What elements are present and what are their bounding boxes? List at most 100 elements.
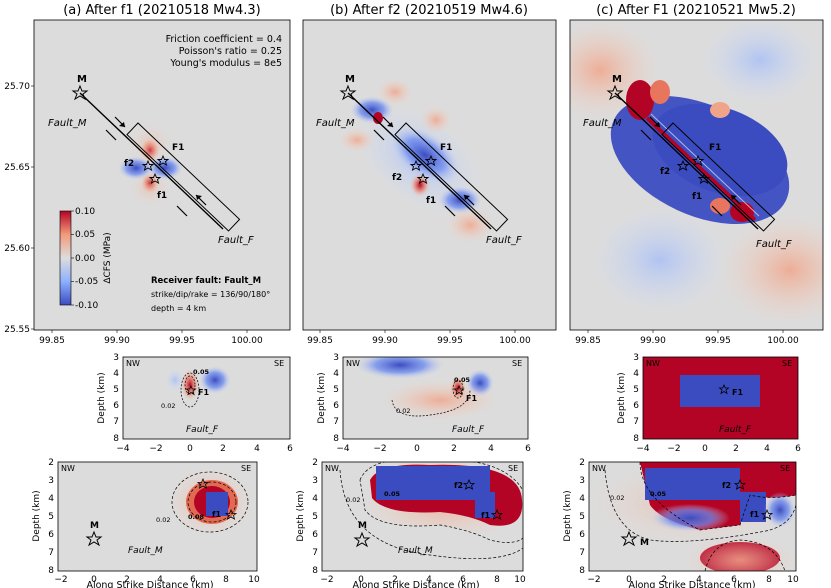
bot-c-star-M bbox=[620, 530, 638, 547]
bot-c-xlabel: Along Strike Distance (km) bbox=[628, 580, 755, 588]
label-fault-m-c: Fault_M bbox=[583, 118, 622, 129]
bot-b-M: M bbox=[358, 521, 367, 531]
panel-b-title: (b) After f2 (20210519 Mw4.6) bbox=[330, 3, 528, 18]
bot-c-y-axis: 2 3 4 5 6 7 8 bbox=[579, 458, 585, 576]
mid-b-ylabel: Depth (km) bbox=[317, 372, 327, 423]
label-f1-a: f1 bbox=[157, 191, 167, 201]
label-f2-c: f2 bbox=[660, 167, 670, 177]
param-young: Young's modulus = 8e5 bbox=[169, 58, 282, 69]
cbar-label: ΔCFS (MPa) bbox=[103, 232, 113, 283]
mid-a-se: SE bbox=[274, 359, 284, 368]
cbar-tick-2: 0.00 bbox=[75, 254, 95, 264]
mid-c-xtick: −4 bbox=[636, 444, 650, 454]
star-f1-a bbox=[148, 172, 162, 184]
mid-a-ytick: 5 bbox=[113, 385, 119, 395]
mid-b-xtick: −2 bbox=[373, 444, 386, 454]
label-fault-f-b: Fault_F bbox=[486, 235, 522, 246]
label-M-b: M bbox=[345, 74, 355, 85]
bot-b-ytick: 7 bbox=[312, 548, 318, 558]
bot-c-ytick: 2 bbox=[579, 458, 585, 468]
mid-b-star bbox=[453, 384, 465, 396]
mid-c-xtick: 0 bbox=[702, 444, 708, 454]
mid-c-ytick: 6 bbox=[633, 401, 639, 411]
bot-b-y-axis: 2 3 4 5 6 7 8 bbox=[312, 458, 318, 576]
mid-c-ytick: 7 bbox=[633, 417, 639, 427]
map-ytick-3: 25.55 bbox=[4, 325, 30, 335]
colorbar: 0.10 0.05 0.00 -0.05 -0.10 ΔCFS (MPa) bbox=[59, 207, 113, 311]
bot-a-ytick: 7 bbox=[48, 548, 54, 558]
bot-b-star-M bbox=[353, 531, 371, 548]
bot-a-xtick: 8 bbox=[223, 575, 229, 585]
receiver-sdr: strike/dip/rake = 136/90/180° bbox=[151, 290, 270, 299]
bot-a-y-axis: 2 3 4 5 6 7 8 bbox=[48, 458, 54, 576]
bot-b-f2: f2 bbox=[454, 481, 463, 490]
star-M-b bbox=[339, 84, 357, 101]
map-a-xtick-0: 99.85 bbox=[39, 336, 65, 346]
mid-b-fault: Fault_F bbox=[452, 425, 485, 435]
mid-a-star-label: F1 bbox=[198, 388, 209, 397]
mid-b-xtick: 6 bbox=[525, 444, 531, 454]
map-b-xtick-1: 99.90 bbox=[372, 336, 398, 346]
bot-b-ylabel: Depth (km) bbox=[296, 490, 306, 541]
label-fault-f-c: Fault_F bbox=[756, 239, 792, 250]
bot-b-fault: Fault_M bbox=[398, 546, 433, 556]
bot-b-ytick: 3 bbox=[312, 476, 318, 486]
mid-a-xtick: −4 bbox=[116, 444, 130, 454]
label-fault-f-a: Fault_F bbox=[218, 235, 254, 246]
label-fault-m-a: Fault_M bbox=[48, 118, 87, 129]
bot-a-x-axis: −2 0 2 4 6 8 10 bbox=[54, 575, 260, 585]
map-panel-a: M F1 f2 f1 Fault_M Fault_F Friction coef… bbox=[4, 19, 291, 346]
bot-a-M: M bbox=[90, 521, 99, 531]
bot-a-c08: 0.08 bbox=[188, 513, 205, 521]
mid-a-xtick: 2 bbox=[220, 444, 226, 454]
bot-b-ytick: 8 bbox=[312, 566, 318, 576]
bot-a-c02: 0.02 bbox=[156, 516, 170, 524]
bot-a-xtick: 6 bbox=[190, 575, 196, 585]
bot-b-ytick: 4 bbox=[312, 494, 318, 504]
bot-c-xtick: 6 bbox=[731, 575, 737, 585]
mid-c-star bbox=[718, 383, 730, 395]
mid-c-y-axis: 3 4 5 6 7 8 bbox=[633, 353, 639, 444]
mid-c-ytick: 3 bbox=[633, 353, 639, 363]
mid-a-ytick: 8 bbox=[113, 434, 119, 444]
bot-c-ytick: 4 bbox=[579, 494, 585, 504]
star-f2-b bbox=[409, 159, 423, 171]
receiver-title: Receiver fault: Fault_M bbox=[151, 276, 261, 286]
bot-a-ytick: 4 bbox=[48, 494, 54, 504]
mid-c-ylabel: Depth (km) bbox=[617, 372, 627, 423]
bot-b-f1: f1 bbox=[481, 511, 490, 520]
mid-b-ytick: 8 bbox=[333, 434, 339, 444]
mid-a-ytick: 4 bbox=[113, 369, 119, 379]
mid-b-ytick: 5 bbox=[333, 385, 339, 395]
star-F1-c bbox=[691, 154, 705, 166]
bot-c-ytick: 3 bbox=[579, 476, 585, 486]
mid-a-ytick: 6 bbox=[113, 401, 119, 411]
label-f1-b: f1 bbox=[426, 196, 436, 206]
bot-c-xtick: 8 bbox=[766, 575, 772, 585]
map-panel-c: M F1 f2 f1 Fault_M Fault_F 99.85 99.90 9… bbox=[569, 19, 824, 346]
label-M-a: M bbox=[77, 74, 87, 85]
bot-c-xtick: 0 bbox=[626, 575, 632, 585]
section-f-panel-a: F1 0.05 0.02 NW SE Fault_F 3 4 5 6 7 8 D… bbox=[97, 353, 293, 454]
bot-b-xtick: 4 bbox=[426, 575, 432, 585]
mid-a-x-axis: −4 −2 0 2 4 6 bbox=[116, 444, 293, 454]
param-poisson: Poisson's ratio = 0.25 bbox=[179, 46, 282, 57]
cbar-tick-0: 0.10 bbox=[75, 207, 95, 217]
mid-a-fault: Fault_F bbox=[186, 425, 219, 435]
bot-c-ytick: 5 bbox=[579, 512, 585, 522]
bot-c-x-axis: −2 0 2 4 6 8 10 bbox=[587, 575, 799, 585]
mid-b-ytick: 7 bbox=[333, 417, 339, 427]
bot-b-se: SE bbox=[508, 464, 518, 473]
bot-a-ytick: 2 bbox=[48, 458, 54, 468]
bot-b-xtick: −2 bbox=[320, 575, 333, 585]
mid-b-ytick: 6 bbox=[333, 401, 339, 411]
star-f1-b bbox=[416, 172, 430, 184]
label-F1-c: F1 bbox=[709, 143, 721, 153]
bot-c-ytick: 8 bbox=[579, 566, 585, 576]
map-b-xtick-0: 99.85 bbox=[307, 336, 333, 346]
bot-c-M: M bbox=[640, 538, 649, 548]
star-M-a bbox=[71, 84, 89, 101]
mid-c-xtick: −2 bbox=[667, 444, 680, 454]
map-c-xtick-2: 99.95 bbox=[705, 336, 731, 346]
star-F1-a bbox=[156, 154, 170, 166]
